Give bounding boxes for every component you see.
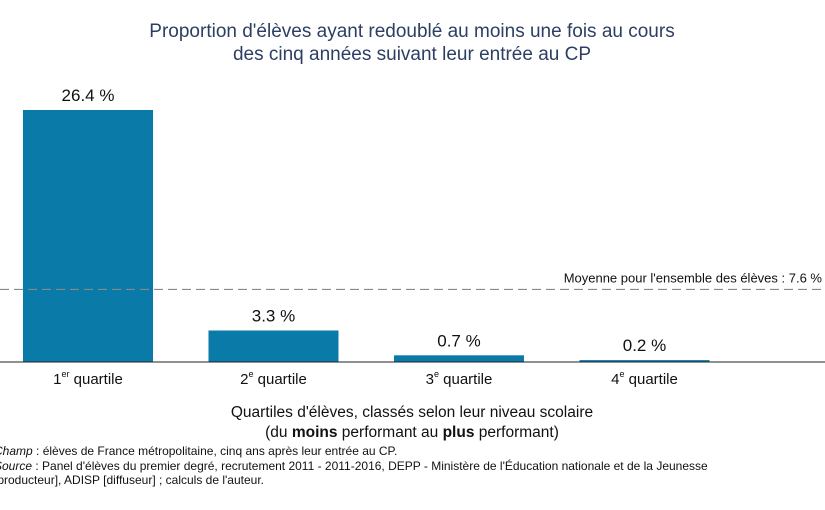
- reference-line-label: Moyenne pour l'ensemble des élèves : 7.6…: [564, 270, 823, 285]
- x-tick-labels: 1er quartile 2e quartile 3e quartile 4e qua…: [53, 369, 678, 388]
- x-tick-label-4: 4e quartile: [611, 369, 678, 388]
- x-axis-label-bold-moins: moins: [292, 424, 338, 441]
- chart-title-line-1: Proportion d'élèves ayant redoublé au mo…: [149, 21, 674, 42]
- x-axis-label-line-2: (du moins performant au plus performant): [265, 424, 559, 441]
- bar-value-label-1: 26.4 %: [62, 86, 115, 105]
- bar-1: [23, 110, 153, 362]
- bar-value-label-2: 3.3 %: [252, 307, 295, 326]
- champ-text: : élèves de France métropolitaine, cinq …: [32, 444, 398, 458]
- chart-title-line-2: des cinq années suivant leur entrée au C…: [233, 44, 591, 65]
- bar-2: [208, 330, 339, 362]
- x-axis-label-part: performant): [474, 424, 558, 441]
- bar-4: [579, 360, 710, 362]
- x-axis-label-part: performant au: [337, 424, 442, 441]
- source-text: : Panel d'élèves du premier degré, recru…: [32, 458, 708, 473]
- x-axis-label-part: (du: [265, 424, 292, 441]
- x-tick-label-1: 1er quartile: [53, 369, 123, 388]
- source-note-continued: [producteur], ADISP [diffuseur] ; calcul…: [0, 473, 264, 487]
- x-tick-label-3: 3e quartile: [426, 369, 493, 388]
- champ-note: Champ : élèves de France métropolitaine,…: [0, 444, 825, 459]
- bar-value-label-3: 0.7 %: [437, 331, 480, 350]
- champ-label: Champ: [0, 444, 33, 458]
- chart-notes: Champ : élèves de France métropolitaine,…: [0, 444, 825, 488]
- bar-3: [394, 355, 524, 362]
- x-axis-label-line-1: Quartiles d'élèves, classés selon leur n…: [231, 404, 593, 421]
- bar-chart: Proportion d'élèves ayant redoublé au mo…: [0, 21, 825, 441]
- bars-group: 26.4 % 3.3 % 0.7 % 0.2 %: [23, 86, 710, 362]
- source-note: Source : Panel d'élèves du premier degré…: [0, 459, 825, 474]
- bar-value-label-4: 0.2 %: [623, 336, 666, 355]
- x-axis-label-bold-plus: plus: [443, 424, 475, 441]
- source-label: Source: [0, 458, 33, 473]
- x-tick-label-2: 2e quartile: [240, 369, 307, 388]
